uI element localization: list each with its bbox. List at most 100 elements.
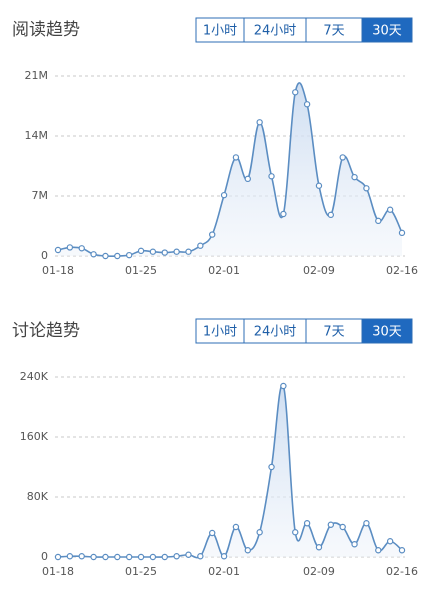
point [185, 248, 192, 255]
tab-button[interactable] [195, 17, 245, 43]
tab-label[interactable]: 30天 [372, 325, 402, 340]
point [102, 553, 109, 561]
x-tick-label: 02-09 [303, 565, 335, 578]
point [125, 251, 133, 259]
point [173, 248, 180, 255]
x-tick-label: 02-09 [303, 264, 335, 277]
point [149, 248, 157, 255]
area [58, 384, 402, 558]
tab-button[interactable] [243, 318, 307, 344]
point [209, 529, 216, 537]
point [315, 182, 323, 189]
point [339, 154, 346, 161]
tab-button[interactable] [361, 318, 413, 344]
tab-label[interactable]: 7天 [323, 24, 344, 39]
x-tick-label: 01-25 [125, 565, 157, 578]
point [90, 553, 97, 561]
tab-button[interactable] [305, 17, 363, 43]
y-tick-label: 7M [32, 189, 49, 202]
tab-label[interactable]: 24小时 [254, 325, 297, 340]
tab-label[interactable]: 30天 [372, 24, 402, 39]
point [197, 242, 204, 249]
point [375, 217, 382, 225]
point [292, 89, 299, 96]
point [398, 547, 406, 554]
tab-label[interactable]: 1小时 [203, 325, 237, 340]
point [114, 553, 121, 561]
point [54, 553, 62, 561]
point [303, 101, 311, 108]
point [220, 191, 228, 199]
tab-button[interactable] [305, 318, 363, 344]
y-tick-label: 80K [27, 490, 49, 503]
point [351, 541, 358, 548]
point [351, 173, 358, 181]
point [232, 523, 240, 531]
x-tick-label: 01-25 [125, 264, 157, 277]
point [268, 173, 275, 180]
tab-label[interactable]: 24小时 [254, 24, 297, 39]
point [339, 523, 346, 531]
tab-button[interactable] [361, 17, 413, 43]
point [398, 229, 406, 237]
point [375, 547, 382, 554]
point [209, 231, 216, 238]
tab-label[interactable]: 7天 [323, 325, 344, 340]
point [137, 247, 145, 255]
point [292, 529, 299, 536]
x-tick-label: 02-01 [208, 264, 240, 277]
point [244, 175, 251, 183]
point [149, 553, 157, 561]
y-tick-label: 21M [25, 69, 49, 82]
chart-title: 讨论趋势 [12, 321, 80, 341]
point [197, 553, 204, 560]
point [185, 551, 192, 558]
point [161, 553, 168, 561]
x-tick-label: 02-16 [386, 264, 418, 277]
x-tick-label: 01-18 [42, 264, 74, 277]
point [363, 520, 370, 527]
line [57, 383, 403, 559]
point [78, 553, 85, 560]
point [220, 553, 228, 560]
point [386, 538, 394, 545]
point [114, 252, 121, 260]
point [161, 249, 168, 256]
point [256, 119, 263, 126]
point [125, 553, 133, 561]
point [315, 544, 323, 551]
point [268, 463, 275, 471]
x-tick-label: 02-16 [386, 565, 418, 578]
y-tick-label: 160K [20, 430, 49, 443]
y-tick-label: 240K [20, 370, 49, 383]
tab-label[interactable]: 1小时 [203, 24, 237, 39]
point [102, 252, 109, 260]
point [78, 245, 85, 252]
point [327, 211, 335, 219]
point [54, 246, 62, 254]
point [244, 547, 251, 554]
point [232, 154, 240, 161]
point [137, 553, 145, 561]
chart-title: 阅读趋势 [12, 20, 80, 40]
point [327, 521, 335, 528]
y-tick-label: 14M [25, 129, 49, 142]
area [58, 82, 402, 257]
tab-button[interactable] [195, 318, 245, 344]
point [66, 244, 74, 251]
tab-button[interactable] [243, 17, 307, 43]
point [280, 210, 287, 218]
point [90, 251, 97, 258]
y-tick-label: 0 [41, 550, 48, 563]
point [173, 553, 180, 560]
y-tick-label: 0 [41, 249, 48, 262]
point [303, 520, 311, 527]
x-tick-label: 01-18 [42, 565, 74, 578]
point [280, 382, 287, 390]
x-tick-label: 02-01 [208, 565, 240, 578]
point [386, 206, 394, 213]
point [363, 185, 370, 192]
point [66, 553, 74, 560]
point [256, 529, 263, 536]
